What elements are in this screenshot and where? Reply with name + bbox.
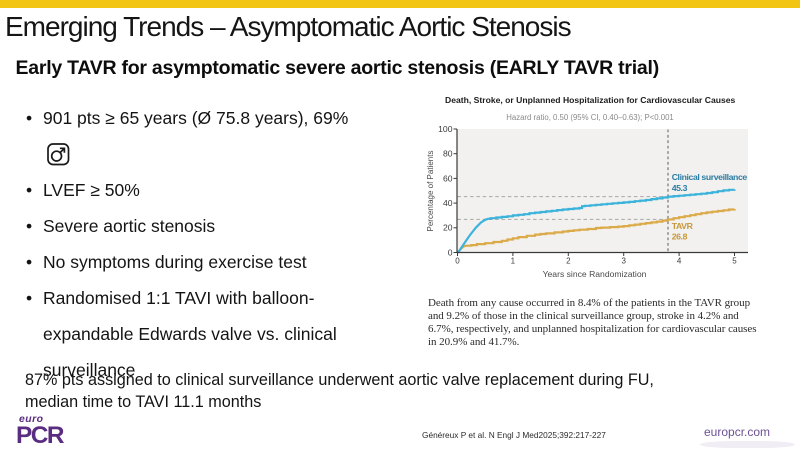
svg-text:0: 0: [448, 247, 453, 257]
svg-text:TAVR: TAVR: [672, 221, 694, 231]
svg-text:4: 4: [677, 257, 682, 266]
svg-text:Percentage of Patients: Percentage of Patients: [426, 151, 435, 232]
svg-text:5: 5: [732, 257, 737, 266]
svg-text:60: 60: [443, 173, 453, 183]
svg-text:40: 40: [443, 198, 453, 208]
svg-text:80: 80: [443, 149, 453, 159]
svg-text:Clinical surveillance: Clinical surveillance: [672, 172, 748, 182]
svg-text:100: 100: [438, 124, 453, 134]
svg-text:1: 1: [511, 257, 516, 266]
svg-text:45.3: 45.3: [672, 183, 688, 193]
svg-text:26.8: 26.8: [672, 231, 688, 241]
svg-text:Years since Randomization: Years since Randomization: [543, 269, 647, 279]
svg-text:0: 0: [455, 257, 460, 266]
svg-text:20: 20: [443, 223, 453, 233]
svg-text:2: 2: [566, 257, 571, 266]
svg-text:3: 3: [621, 257, 626, 266]
